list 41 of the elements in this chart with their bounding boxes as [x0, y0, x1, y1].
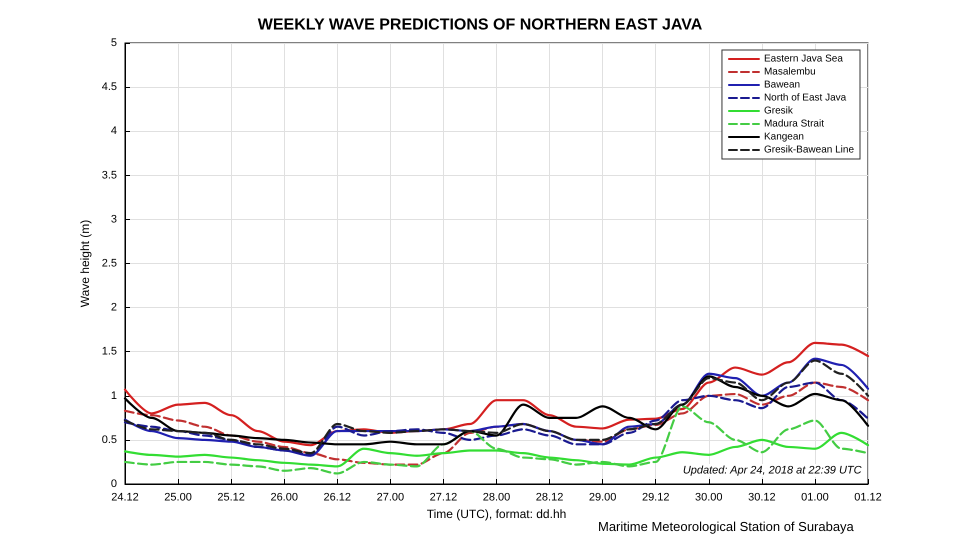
x-tick-label: 28.00 [482, 492, 510, 504]
x-tick-label: 28.12 [536, 492, 564, 504]
chart-title: WEEKLY WAVE PREDICTIONS OF NORTHERN EAST JAVA [258, 16, 703, 34]
x-tick-label: 01.00 [801, 492, 829, 504]
y-tick-label: 4 [110, 125, 117, 138]
x-tick-label: 25.00 [164, 492, 192, 504]
x-tick-label: 24.12 [111, 492, 139, 504]
y-axis-title: Wave height (m) [78, 220, 92, 308]
legend-label: Bawean [764, 80, 800, 90]
x-tick-label: 27.00 [376, 492, 404, 504]
x-axis-title: Time (UTC), format: dd.hh [426, 507, 566, 521]
x-tick-label: 26.12 [324, 492, 352, 504]
y-tick-label: 4.5 [102, 81, 117, 94]
legend-label: Gresik-Bawean Line [764, 144, 854, 156]
legend-label: Eastern Java Sea [764, 54, 844, 64]
x-tick-label: 29.12 [642, 492, 670, 504]
x-tick-label: 29.00 [588, 492, 616, 504]
y-tick-label: 1.5 [102, 346, 117, 358]
y-tick-label: 3.5 [102, 169, 117, 182]
legend-label: Kangean [764, 132, 804, 142]
y-tick-label: 5 [110, 37, 117, 49]
x-tick-label: 27.12 [430, 492, 458, 504]
annotation: Updated: Apr 24, 2018 at 22:39 UTC [682, 464, 862, 476]
x-tick-label: 01.12 [854, 492, 882, 504]
legend-label: North of East Java [764, 92, 847, 104]
text: Maritime Meteorological Station of Surabaya [598, 519, 855, 534]
legend-label: Madura Strait [764, 118, 824, 130]
x-tick-label: 25.12 [217, 492, 245, 504]
line-series [124, 432, 870, 468]
y-tick-label: 2.5 [102, 258, 117, 270]
line-series [124, 342, 870, 446]
legend-label: Gresik [764, 106, 794, 116]
y-tick-label: 1 [110, 390, 117, 402]
y-tick-label: 0.5 [102, 434, 117, 446]
y-tick-label: 0 [110, 478, 117, 490]
x-tick-label: 30.00 [695, 492, 723, 504]
x-tick-label: 26.00 [270, 492, 298, 504]
y-tick-label: 2 [110, 302, 117, 314]
y-tick-label: 3 [110, 213, 117, 226]
legend-label: Masalembu [764, 66, 816, 78]
x-tick-label: 30.12 [748, 492, 776, 504]
